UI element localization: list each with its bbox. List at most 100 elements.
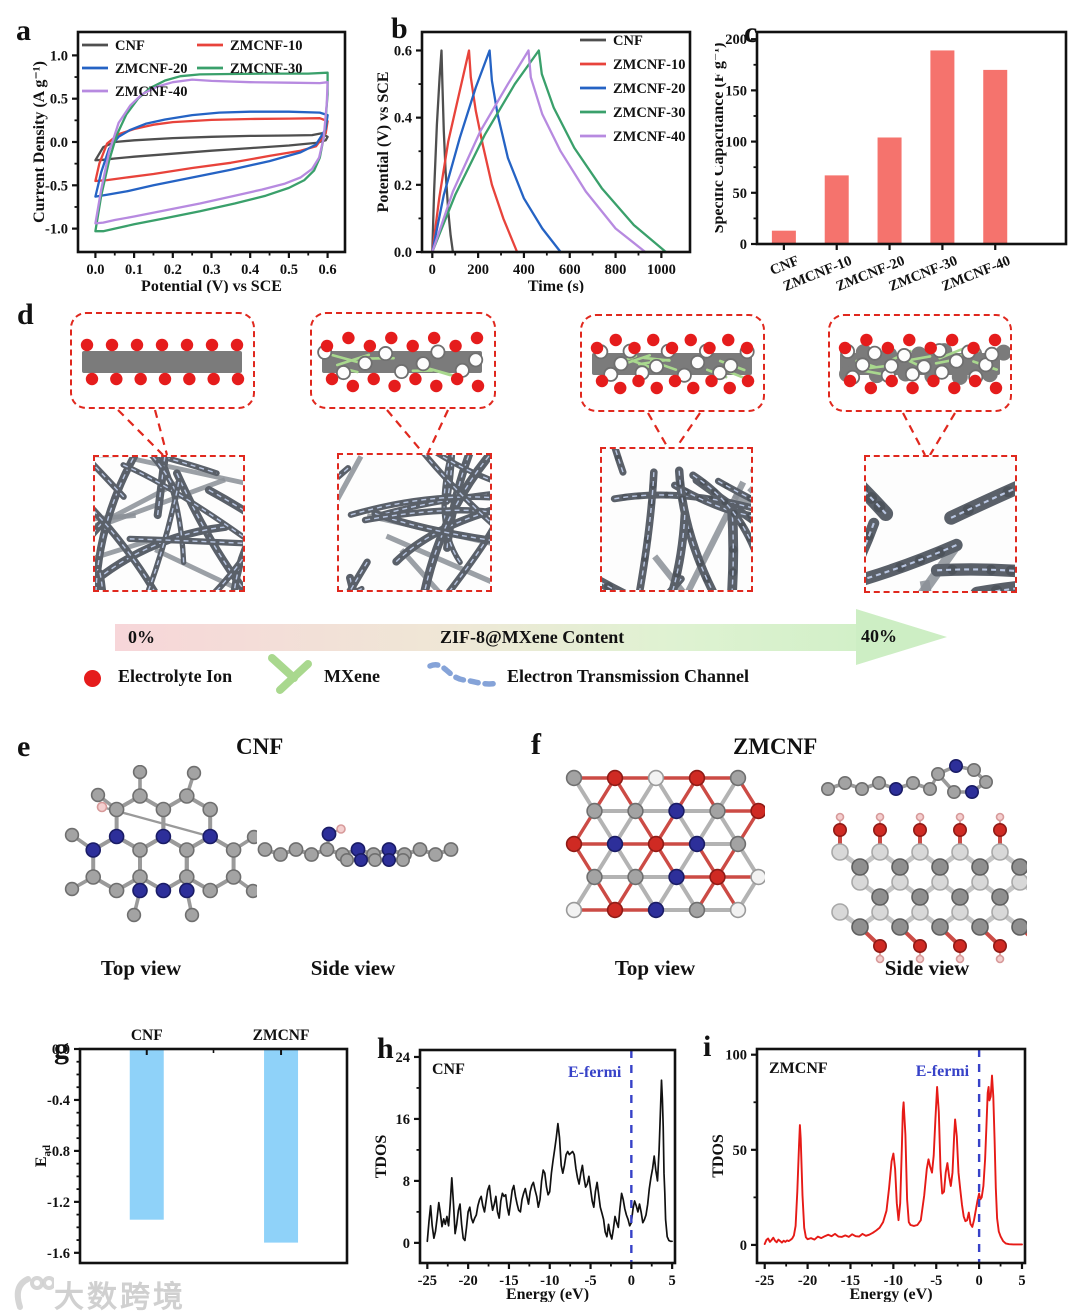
svg-text:-15: -15 (499, 1273, 518, 1289)
svg-text:E-fermi: E-fermi (568, 1064, 622, 1081)
svg-text:CNF: CNF (115, 38, 145, 54)
bar-ZMCNF-10 (824, 175, 849, 244)
svg-text:-5: -5 (930, 1273, 942, 1289)
svg-text:5: 5 (1018, 1273, 1025, 1289)
svg-text:-20: -20 (798, 1273, 817, 1289)
arrow-center-label: ZIF-8@MXene Content (440, 627, 625, 647)
electrolyte-ion-icon (84, 670, 101, 687)
svg-text:1000: 1000 (647, 262, 676, 278)
fiber-schematic-bubble-2 (310, 312, 496, 409)
electrolyte-ion-label: Electrolyte Ion (118, 666, 233, 686)
svg-text:0.0: 0.0 (50, 135, 68, 151)
svg-text:100: 100 (725, 135, 747, 151)
mxene-icon (268, 654, 312, 694)
series-ZMCNF-30 (431, 49, 668, 254)
cnf-side-view-structure (257, 824, 459, 867)
bar-CNF (129, 1049, 164, 1220)
cnf-tdos-chart: 0 8 16 24 -25 -20 -15 -10 -5 0 5 Energy (eV) TDOS E-f… (373, 1048, 677, 1302)
bar-CNF (771, 230, 796, 244)
series-ZMCNF-20 (431, 49, 562, 254)
panel-letter-f: f (531, 728, 541, 761)
series-CNF TDOS (426, 1079, 673, 1243)
svg-text:200: 200 (725, 32, 747, 48)
svg-text:-1.0: -1.0 (45, 222, 68, 238)
callout-tail-lines (117, 409, 956, 456)
mxene-label: MXene (324, 666, 380, 686)
svg-text:CNF: CNF (131, 1027, 163, 1044)
svg-text:Ead: Ead (33, 1145, 53, 1167)
svg-text:E-fermi: E-fermi (916, 1063, 970, 1080)
svg-text:0.5: 0.5 (50, 92, 68, 108)
svg-text:24: 24 (396, 1050, 411, 1066)
svg-text:0.2: 0.2 (164, 262, 182, 278)
fiber-schematic-bubble-3 (580, 314, 765, 412)
panel-letter-h: h (377, 1032, 394, 1065)
cnf-top-view-label: Top view (100, 956, 182, 980)
zmcnf-tdos-chart: 0 50 100 -25 -20 -15 -10 -5 0 5 Energy (eV) TDOS E-f… (710, 1047, 1027, 1302)
panel-letter-g: g (54, 1032, 69, 1065)
svg-text:8: 8 (403, 1174, 410, 1190)
bar-ZMCNF-40 (983, 69, 1008, 244)
svg-text:Potential (V) vs SCE: Potential (V) vs SCE (375, 72, 392, 213)
series-ZMCNF TDOS (763, 1074, 1023, 1246)
watermark-text: 大数跨境 (54, 1280, 186, 1314)
svg-text:ZMCNF-20: ZMCNF-20 (613, 81, 686, 97)
gcd-curves-chart: 0.0 0.2 0.4 0.6 0 200 400 600 800 1000 Time (s) Pot… (375, 30, 692, 293)
svg-text:600: 600 (559, 262, 581, 278)
svg-text:0: 0 (975, 1273, 982, 1289)
svg-text:0.6: 0.6 (319, 262, 337, 278)
fiber-network-2 (196, 299, 641, 789)
cnf-side-view-label: Side view (310, 956, 396, 980)
svg-text:-0.5: -0.5 (45, 178, 68, 194)
svg-text:CNF: CNF (613, 33, 643, 49)
svg-text:-1.6: -1.6 (47, 1246, 70, 1262)
adsorption-energy-bar-chart: 0.0 -0.4 -0.8 -1.2 -1.6 Ead CNF ZMCNF (33, 1027, 349, 1265)
svg-text:1.0: 1.0 (50, 48, 68, 64)
svg-text:ZMCNF-40: ZMCNF-40 (115, 84, 188, 100)
cnf-top-view-structure (64, 765, 257, 923)
zmcnf-side-view-slab (831, 812, 1027, 964)
zmcnf-structure-title: ZMCNF (733, 734, 818, 759)
svg-text:5: 5 (669, 1273, 676, 1289)
svg-text:0.3: 0.3 (202, 262, 220, 278)
series-ZMCNF-40 (431, 49, 647, 254)
bar-ZMCNF-30 (930, 50, 955, 244)
mid-mxene-fiber-schematic (590, 333, 755, 395)
high-mxene-fiber-schematic (838, 333, 1012, 395)
svg-text:ZMCNF-10: ZMCNF-10 (613, 57, 686, 73)
bare-fiber-schematic (80, 338, 245, 386)
svg-text:0.0: 0.0 (394, 245, 412, 261)
svg-text:CNF: CNF (432, 1061, 465, 1078)
svg-text:0: 0 (740, 1238, 747, 1254)
svg-text:400: 400 (513, 262, 535, 278)
panel-letter-i: i (703, 1030, 712, 1063)
series-ZMCNF-20 (94, 110, 329, 198)
fiber-network-3 (449, 272, 924, 735)
svg-text:ZMCNF-10: ZMCNF-10 (230, 38, 303, 54)
svg-text:0.5: 0.5 (280, 262, 298, 278)
fiber-network-micrograph-1 (0, 330, 345, 700)
svg-text:TDOS: TDOS (710, 1134, 727, 1178)
arrow-start-label: 0% (128, 627, 155, 647)
svg-text:-15: -15 (841, 1273, 860, 1289)
series-CNF (94, 132, 329, 162)
fiber-network-1 (0, 330, 345, 700)
svg-text:Current Density (A g⁻¹): Current Density (A g⁻¹) (31, 61, 48, 223)
fiber-network-micrograph-2 (196, 299, 641, 789)
svg-text:ZMCNF-40: ZMCNF-40 (613, 129, 686, 145)
panel-letter-d: d (17, 298, 34, 331)
svg-text:0.1: 0.1 (125, 262, 143, 278)
svg-text:0.4: 0.4 (241, 262, 259, 278)
svg-text:0: 0 (628, 1273, 635, 1289)
arrow-end-label: 40% (861, 626, 897, 646)
cv-curves-chart: -1.0 -0.5 0.0 0.5 1.0 0.0 0.1 0.2 0.3 0.4 0.5 0.6 Po… (31, 30, 347, 293)
svg-text:0.2: 0.2 (394, 178, 412, 194)
svg-text:50: 50 (733, 186, 748, 202)
svg-text:Specific Capacitance (F g⁻¹): Specific Capacitance (F g⁻¹) (715, 43, 727, 234)
content-gradient-arrowhead (856, 609, 947, 665)
series-ZMCNF-40 (94, 78, 329, 225)
svg-text:16: 16 (396, 1112, 411, 1128)
svg-text:0.6: 0.6 (394, 43, 412, 59)
cnf-structure-title: CNF (236, 734, 284, 759)
